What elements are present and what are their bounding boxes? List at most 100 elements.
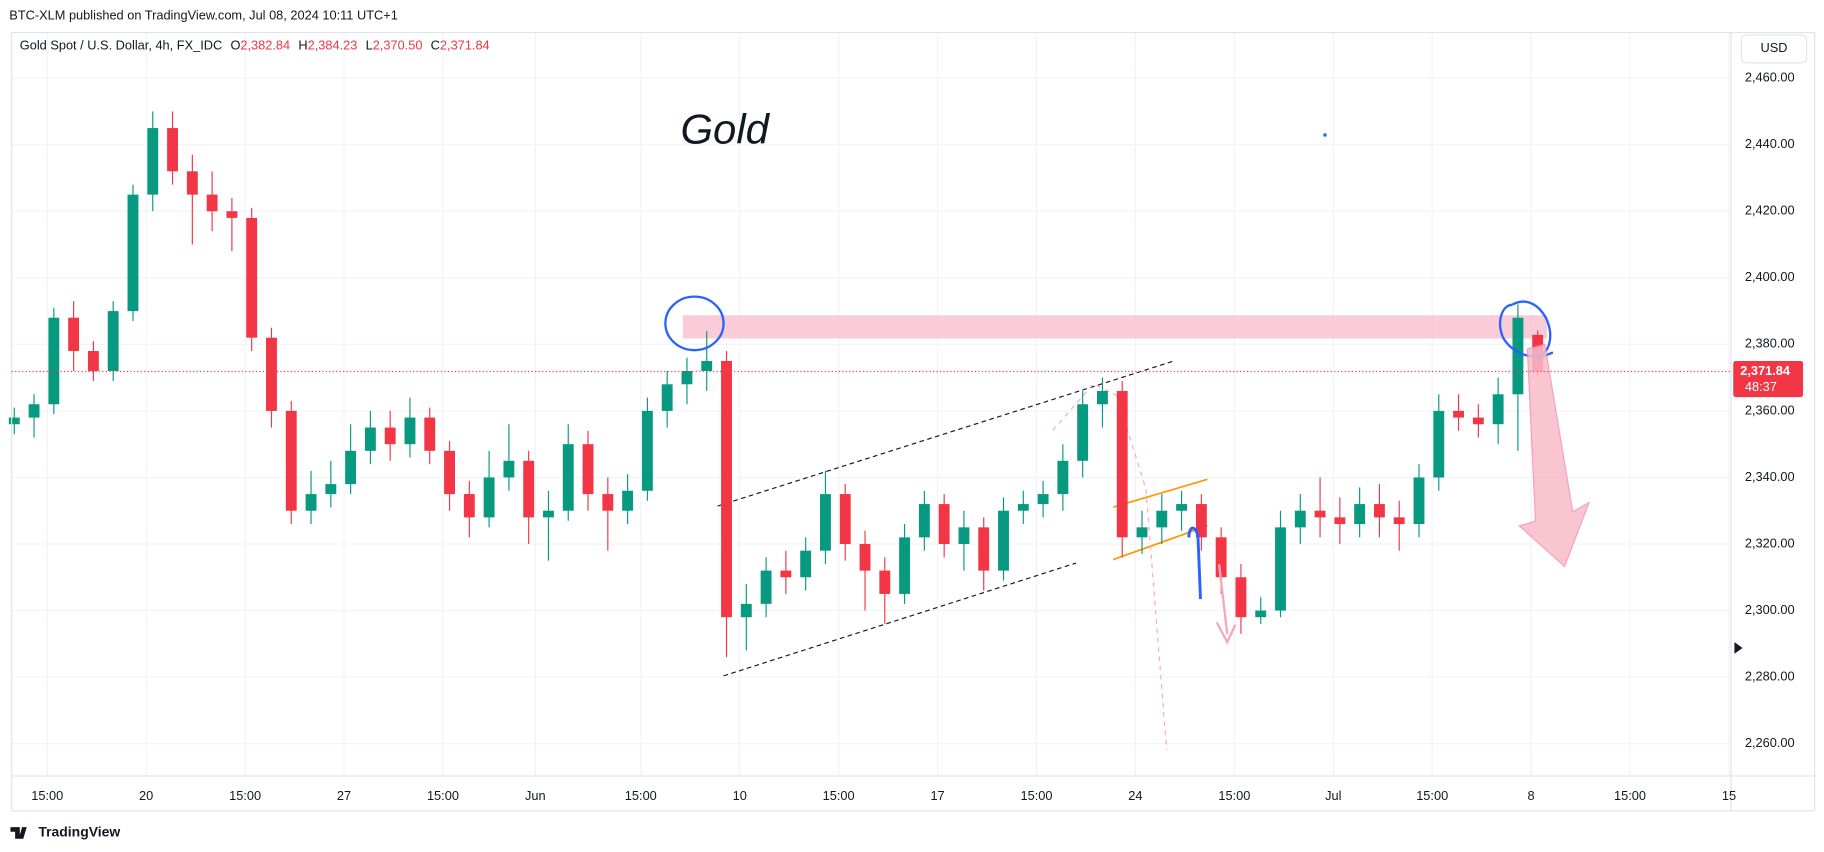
candle-body xyxy=(424,417,436,451)
candle-body xyxy=(998,510,1009,571)
candle-body xyxy=(127,194,139,312)
field-value: 2,384.23 xyxy=(308,38,358,53)
candle-body xyxy=(503,460,515,478)
drawn-arrow xyxy=(1215,564,1237,645)
candle-body xyxy=(602,494,614,511)
x-tick-label: 15:00 xyxy=(1218,788,1250,803)
x-tick-label: 17 xyxy=(930,788,944,803)
last-price-label: 2,371.84 xyxy=(1740,363,1791,378)
candle-body xyxy=(1136,527,1148,538)
grid xyxy=(11,32,1731,776)
candle-body xyxy=(958,527,970,544)
x-tick-label: Jul xyxy=(1325,788,1341,803)
candle-body xyxy=(1037,494,1049,505)
flag-upper xyxy=(1112,478,1208,509)
drawn-arrow xyxy=(1187,526,1202,600)
annotation: Gold xyxy=(681,106,771,153)
candle-body xyxy=(226,211,238,218)
candle-body xyxy=(1373,504,1385,518)
candle-body xyxy=(582,444,594,495)
y-tick-label: 2,340.00 xyxy=(1745,469,1795,484)
x-tick-label: 15:00 xyxy=(1614,788,1646,803)
candle-body xyxy=(879,570,891,594)
field-value: 2,382.84 xyxy=(240,38,290,53)
scroll-arrow[interactable] xyxy=(1734,642,1743,654)
candle-body xyxy=(681,370,693,385)
candle-body xyxy=(1057,460,1069,495)
field-value: 2,371.84 xyxy=(440,38,490,53)
x-tick-label: 15:00 xyxy=(1020,788,1052,803)
y-tick-label: 2,360.00 xyxy=(1745,402,1795,417)
candle-body xyxy=(1017,504,1029,511)
x-tick-label: 15:00 xyxy=(1416,788,1448,803)
currency-button[interactable] xyxy=(1740,34,1808,64)
legend: Gold Spot / U.S. Dollar, 4h, FX_IDC O2,3… xyxy=(20,38,490,53)
candle-body xyxy=(345,450,357,485)
highlight-circle xyxy=(664,295,725,352)
candle-body xyxy=(87,351,99,371)
candle-body xyxy=(899,537,911,594)
candle-body xyxy=(285,410,297,511)
candle-body xyxy=(1472,417,1484,425)
candle-body xyxy=(740,603,752,618)
candle-body xyxy=(523,460,535,518)
candle-body xyxy=(938,504,950,544)
candle-body xyxy=(1334,517,1346,525)
candle-body xyxy=(1176,504,1188,511)
candle-body xyxy=(1354,504,1366,525)
candle-body xyxy=(167,128,178,172)
currency[interactable]: USD xyxy=(1760,40,1787,55)
x-tick-label: 15:00 xyxy=(427,788,459,803)
candle-body xyxy=(721,360,732,618)
y-tick-label: 2,380.00 xyxy=(1745,336,1795,351)
candle-body xyxy=(1077,404,1089,461)
y-tick-label: 2,300.00 xyxy=(1745,602,1795,617)
x-tick-label: Jun xyxy=(525,788,546,803)
candle-body xyxy=(760,570,772,604)
x-tick-label: 27 xyxy=(337,788,351,803)
candle-body xyxy=(147,128,159,195)
countdown: 48:37 xyxy=(1745,379,1777,394)
candle-body xyxy=(444,450,455,495)
y-tick-label: 2,440.00 xyxy=(1745,136,1795,151)
candle-body xyxy=(266,337,277,411)
candle-body xyxy=(1314,510,1326,518)
candle-body xyxy=(1156,510,1168,528)
candle-body xyxy=(820,494,831,551)
x-tick-label: 15:00 xyxy=(625,788,657,803)
field-label: O xyxy=(230,38,240,53)
candle-body xyxy=(1512,317,1524,395)
candle-body xyxy=(661,384,673,411)
candle-body xyxy=(1215,537,1227,578)
y-tick-label: 2,460.00 xyxy=(1745,70,1795,85)
candle-body xyxy=(859,543,871,571)
candle-body xyxy=(186,171,198,195)
dot xyxy=(1323,133,1327,137)
candle-body xyxy=(1294,510,1306,528)
candle-body xyxy=(780,570,792,578)
y-tick-label: 2,420.00 xyxy=(1745,203,1795,218)
brand: TradingView xyxy=(38,824,120,840)
candle-body xyxy=(1195,504,1207,538)
candle-body xyxy=(800,550,812,578)
brand-logo xyxy=(10,827,27,839)
candle-body xyxy=(1235,577,1247,618)
candle-body xyxy=(404,417,416,445)
candle-body xyxy=(1275,527,1286,611)
candle-body xyxy=(641,410,653,491)
candle-body xyxy=(206,194,218,212)
field-label: L xyxy=(366,38,373,53)
candle-body xyxy=(1116,390,1128,538)
candle-body xyxy=(543,510,554,518)
candle-body xyxy=(701,360,713,371)
field-value: 2,370.50 xyxy=(373,38,423,53)
x-tick-label: 10 xyxy=(733,788,747,803)
candle-body xyxy=(463,494,475,518)
x-tick-label: 15:00 xyxy=(229,788,261,803)
last-price-tag xyxy=(1733,361,1804,398)
field-label: C xyxy=(431,38,440,53)
y-tick-label: 2,400.00 xyxy=(1745,269,1795,284)
flag-lower xyxy=(1112,524,1208,561)
